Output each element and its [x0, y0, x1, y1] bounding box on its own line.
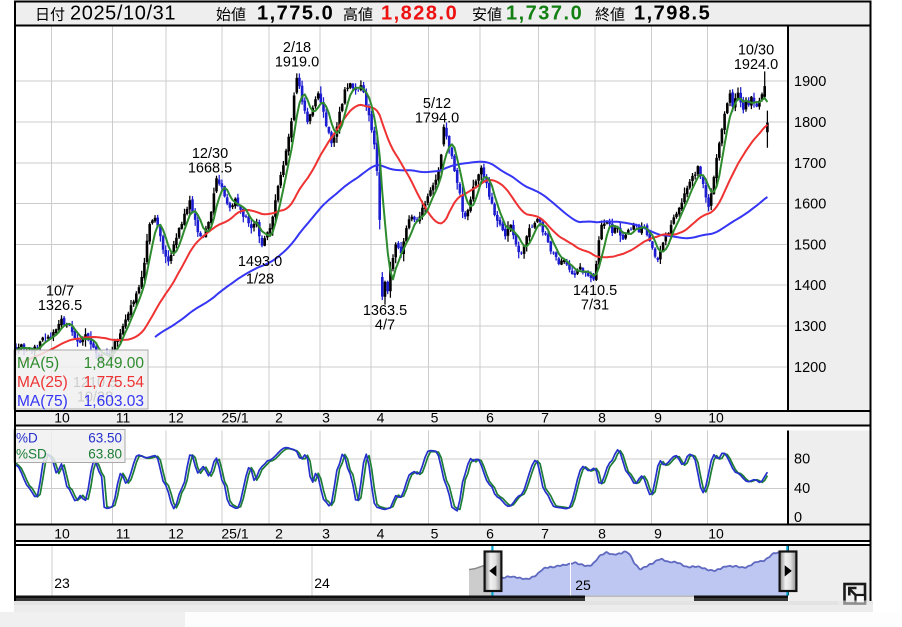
svg-text:0: 0 [794, 510, 802, 526]
svg-text:7/31: 7/31 [581, 298, 609, 314]
svg-text:10: 10 [54, 526, 70, 542]
svg-text:8: 8 [598, 526, 606, 542]
svg-text:始値: 始値 [216, 7, 246, 24]
svg-text:1363.5: 1363.5 [363, 303, 407, 319]
svg-text:9: 9 [654, 410, 662, 426]
svg-text:1,775.54: 1,775.54 [84, 374, 145, 391]
svg-text:10: 10 [708, 526, 724, 542]
svg-text:25/1: 25/1 [221, 410, 248, 426]
svg-text:3: 3 [322, 526, 330, 542]
svg-text:12: 12 [168, 526, 184, 542]
svg-text:MA(25): MA(25) [17, 374, 68, 391]
svg-text:終値: 終値 [595, 7, 625, 24]
svg-text:25/1: 25/1 [221, 526, 248, 542]
svg-text:80: 80 [794, 452, 810, 468]
svg-text:10: 10 [708, 410, 724, 426]
svg-text:1326.5: 1326.5 [38, 298, 82, 314]
svg-text:1/28: 1/28 [246, 272, 274, 288]
svg-text:25: 25 [575, 577, 591, 593]
svg-text:1900: 1900 [794, 74, 826, 90]
svg-text:2: 2 [275, 526, 283, 542]
svg-text:2025/10/31: 2025/10/31 [70, 3, 176, 25]
svg-text:40: 40 [794, 481, 810, 497]
svg-text:8: 8 [598, 410, 606, 426]
svg-text:2: 2 [275, 410, 283, 426]
svg-text:高値: 高値 [343, 7, 373, 24]
svg-text:63.50: 63.50 [88, 431, 122, 446]
svg-text:4: 4 [377, 526, 385, 542]
svg-text:9: 9 [654, 526, 662, 542]
svg-text:1,798.5: 1,798.5 [634, 3, 711, 25]
svg-text:1,828.0: 1,828.0 [381, 3, 458, 25]
svg-text:1493.0: 1493.0 [238, 254, 282, 270]
svg-text:11: 11 [116, 526, 131, 542]
svg-text:4: 4 [377, 410, 385, 426]
svg-text:5/12: 5/12 [423, 96, 451, 112]
svg-text:安値: 安値 [472, 7, 502, 24]
svg-text:6: 6 [486, 526, 494, 542]
svg-text:1919.0: 1919.0 [275, 55, 319, 71]
svg-text:7: 7 [541, 410, 549, 426]
svg-text:10/7: 10/7 [46, 284, 74, 300]
svg-text:7: 7 [541, 526, 549, 542]
svg-text:1,737.0: 1,737.0 [506, 3, 583, 25]
svg-text:6: 6 [486, 410, 494, 426]
svg-text:24: 24 [314, 575, 330, 591]
svg-text:1410.5: 1410.5 [573, 283, 617, 299]
svg-text:1668.5: 1668.5 [188, 161, 232, 177]
svg-text:12/30: 12/30 [192, 146, 228, 162]
svg-text:1700: 1700 [794, 156, 826, 172]
svg-text:1500: 1500 [794, 237, 826, 253]
svg-text:日付: 日付 [35, 7, 65, 24]
svg-text:63.80: 63.80 [88, 447, 122, 462]
svg-text:11: 11 [116, 410, 131, 426]
svg-text:1924.0: 1924.0 [734, 57, 778, 73]
svg-text:5: 5 [431, 410, 439, 426]
svg-text:1400: 1400 [794, 278, 826, 294]
svg-text:5: 5 [431, 526, 439, 542]
svg-text:10: 10 [54, 410, 70, 426]
svg-text:3: 3 [322, 410, 330, 426]
svg-text:MA(75): MA(75) [17, 393, 68, 410]
svg-text:1,603.03: 1,603.03 [84, 393, 144, 410]
svg-text:MA(5): MA(5) [17, 355, 59, 372]
svg-text:1200: 1200 [794, 360, 826, 376]
svg-text:1,849.00: 1,849.00 [84, 355, 145, 372]
svg-text:23: 23 [54, 575, 70, 591]
svg-text:12: 12 [168, 410, 184, 426]
svg-text:2/18: 2/18 [283, 40, 311, 56]
svg-text:1600: 1600 [794, 197, 826, 213]
svg-text:%D: %D [16, 431, 38, 446]
svg-text:1300: 1300 [794, 319, 826, 335]
svg-text:10/30: 10/30 [738, 43, 774, 59]
svg-text:1800: 1800 [794, 115, 826, 131]
svg-text:4/7: 4/7 [375, 318, 395, 334]
svg-text:1794.0: 1794.0 [415, 111, 459, 127]
svg-text:%SD: %SD [16, 447, 47, 462]
svg-text:1,775.0: 1,775.0 [257, 3, 334, 25]
